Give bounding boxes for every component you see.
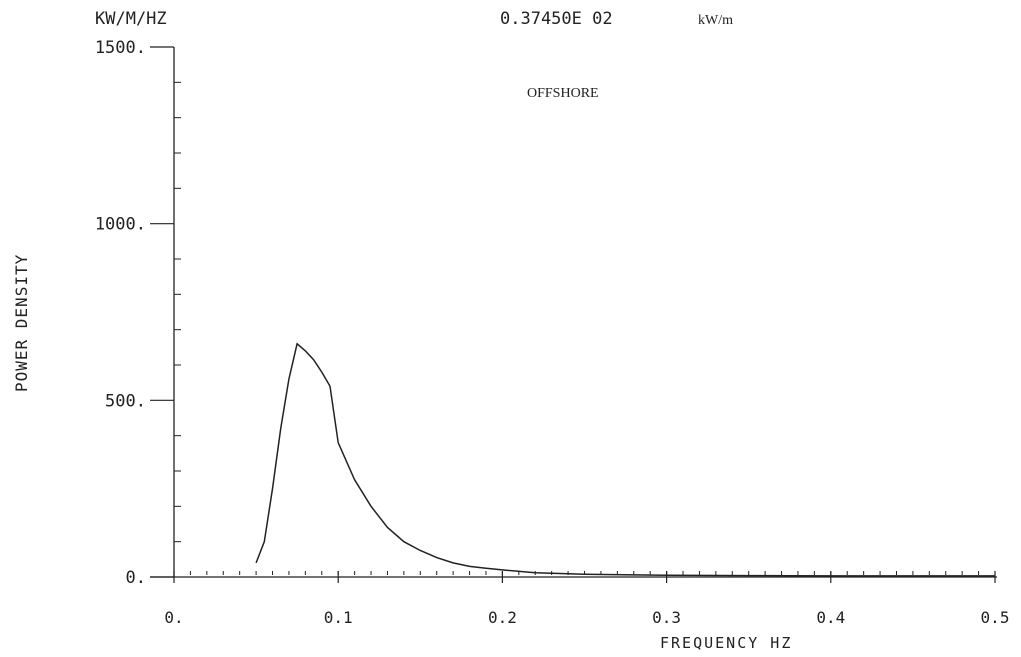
x-tick-label: 0. xyxy=(164,608,183,627)
location-annotation: OFFSHORE xyxy=(527,86,599,101)
y-tick-label: 1500. xyxy=(95,38,146,58)
y-unit-label: KW/M/HZ xyxy=(95,9,167,29)
y-tick-label: 1000. xyxy=(95,215,146,235)
x-tick-label: 0.5 xyxy=(981,608,1010,627)
x-tick-label: 0.3 xyxy=(652,608,681,627)
y-axis-label: POWER DENSITY xyxy=(12,254,31,392)
x-tick-label: 0.1 xyxy=(324,608,353,627)
x-tick-label: 0.4 xyxy=(816,608,845,627)
chart-series xyxy=(255,342,996,577)
total-power-unit: kW/m xyxy=(698,13,733,28)
chart-axes xyxy=(150,47,997,578)
chart-tick-labels: 0. 500. 1000. 1500. 0. 0.1 0.2 0.3 0.4 0.5 xyxy=(95,38,1010,627)
chart-ticks xyxy=(150,46,996,583)
y-tick-label: 0. xyxy=(126,568,146,588)
spectrum-line xyxy=(255,342,995,577)
y-tick-label: 500. xyxy=(105,391,146,411)
chart-minor-ticks xyxy=(189,571,980,575)
x-tick-label: 0.2 xyxy=(488,608,517,627)
x-axis-label: FREQUENCY HZ xyxy=(660,634,792,652)
total-power-value: 0.37450E 02 xyxy=(500,9,613,29)
